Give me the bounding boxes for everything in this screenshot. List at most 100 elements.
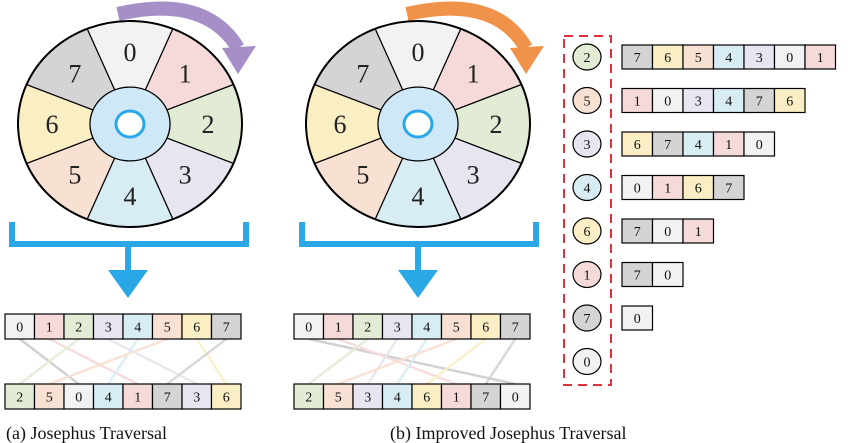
array-cell (381, 383, 413, 410)
array-cell-label: 4 (394, 391, 401, 406)
connection-line (484, 338, 517, 385)
array-cell (440, 313, 472, 340)
array-cell-label: 3 (364, 391, 371, 406)
remaining-cell-label: 0 (634, 312, 641, 327)
remaining-cell-label: 0 (756, 138, 763, 153)
remaining-cell-label: 4 (695, 138, 702, 153)
rotation-arrow-b (405, 1, 544, 74)
picked-node-label: 6 (584, 225, 591, 240)
array-cell (4, 383, 36, 410)
wheel-outline (17, 19, 243, 229)
remaining-cell-label: 4 (725, 95, 732, 110)
wheel-outline (305, 19, 531, 229)
remaining-cell (651, 261, 684, 288)
picked-node (572, 347, 602, 376)
remaining-cell-label: 0 (664, 225, 671, 240)
remaining-cell-label: 5 (695, 51, 702, 66)
remaining-cell (682, 218, 715, 244)
wheel-label: 1 (179, 59, 192, 88)
array-cell-label: 1 (335, 321, 342, 336)
array-cell (322, 383, 354, 410)
connection-line (337, 337, 457, 386)
picked-node (572, 260, 602, 289)
connection-lines-b (307, 337, 517, 386)
array-cell (33, 383, 65, 410)
array-cell (210, 383, 242, 410)
array-cell-label: 2 (305, 391, 312, 406)
connection-line (396, 338, 428, 385)
remaining-cell-label: 3 (695, 95, 702, 110)
array-cell-label: 5 (46, 391, 53, 406)
remaining-cell (712, 131, 745, 157)
remaining-cell-label: 7 (725, 182, 732, 197)
array-cell-label: 5 (453, 321, 460, 336)
picked-node-label: 0 (584, 356, 591, 371)
remaining-cell (743, 87, 776, 114)
wheel-label: 1 (467, 59, 480, 88)
array-cell (322, 313, 354, 340)
picked-node (572, 86, 602, 115)
array-cell-label: 7 (512, 321, 519, 336)
array-cell (210, 313, 242, 340)
remaining-cell-label: 0 (786, 51, 793, 66)
array-cell-label: 5 (164, 321, 171, 336)
remaining-cell (651, 174, 684, 201)
array-cell-label: 0 (75, 391, 82, 406)
array-cell (151, 383, 183, 410)
bracket-arrow-a (9, 222, 249, 298)
connection-line (107, 338, 139, 385)
array-cell (63, 313, 95, 340)
connection-line (107, 337, 198, 386)
array-cell-label: 7 (223, 321, 230, 336)
remaining-cell-label: 1 (664, 182, 671, 197)
array-cell-label: 2 (16, 391, 23, 406)
remaining-cell-label: 1 (695, 225, 702, 240)
array-cell (63, 383, 95, 410)
caption-a: (a) Josephus Traversal (6, 423, 167, 443)
bracket-arrow-b (299, 222, 539, 298)
picked-node (572, 304, 602, 332)
array-cell-label: 0 (512, 391, 519, 406)
wheel-label: 2 (202, 110, 215, 139)
remaining-cell (682, 174, 715, 201)
remaining-cell (682, 131, 715, 157)
array-cell-label: 0 (16, 321, 23, 336)
connection-lines-a (18, 337, 228, 386)
wheel-a: 0 123 4 567 (17, 19, 243, 229)
arrays-a: 0 1 2 3 4 5 6 7 2 5 0 4 1 7 3 6 (4, 313, 242, 410)
remaining-cell (712, 174, 745, 201)
array-cell-label: 1 (453, 391, 460, 406)
array-cell-label: 6 (482, 321, 489, 336)
remaining-cell-label: 6 (695, 182, 702, 197)
array-cell-label: 1 (134, 391, 141, 406)
wheel-label: 7 (356, 59, 369, 88)
remaining-cell (773, 44, 806, 70)
remaining-cell-label: 1 (634, 95, 641, 110)
arrays-b: 0 1 2 3 4 5 6 7 2 5 3 4 6 1 7 0 (293, 313, 531, 410)
array-cell (470, 383, 502, 410)
wheel-label: 5 (356, 161, 369, 190)
array-cell (33, 313, 65, 340)
wheel-label: 3 (467, 161, 480, 190)
remaining-cell (651, 87, 684, 114)
array-cell (92, 313, 124, 340)
array-cell (352, 383, 384, 410)
wheel-label: 2 (490, 110, 503, 139)
picked-order-box (563, 35, 612, 386)
wheel-label: 3 (179, 161, 192, 190)
array-cell-label: 1 (46, 321, 53, 336)
array-cell-label: 4 (423, 321, 430, 336)
wheel-label: 4 (412, 182, 425, 211)
array-cell-label: 3 (394, 321, 401, 336)
remaining-cell-label: 7 (756, 95, 763, 110)
hub-ring-icon (114, 109, 146, 139)
remaining-cell-label: 7 (634, 269, 641, 284)
wheel-label: 6 (46, 110, 59, 139)
rotation-arrow-a (116, 1, 256, 74)
picked-node-label: 5 (584, 95, 591, 110)
picked-node-label: 4 (584, 182, 591, 197)
remaining-cell (773, 87, 806, 114)
remaining-cell-label: 3 (756, 51, 763, 66)
remaining-cell (621, 87, 654, 114)
